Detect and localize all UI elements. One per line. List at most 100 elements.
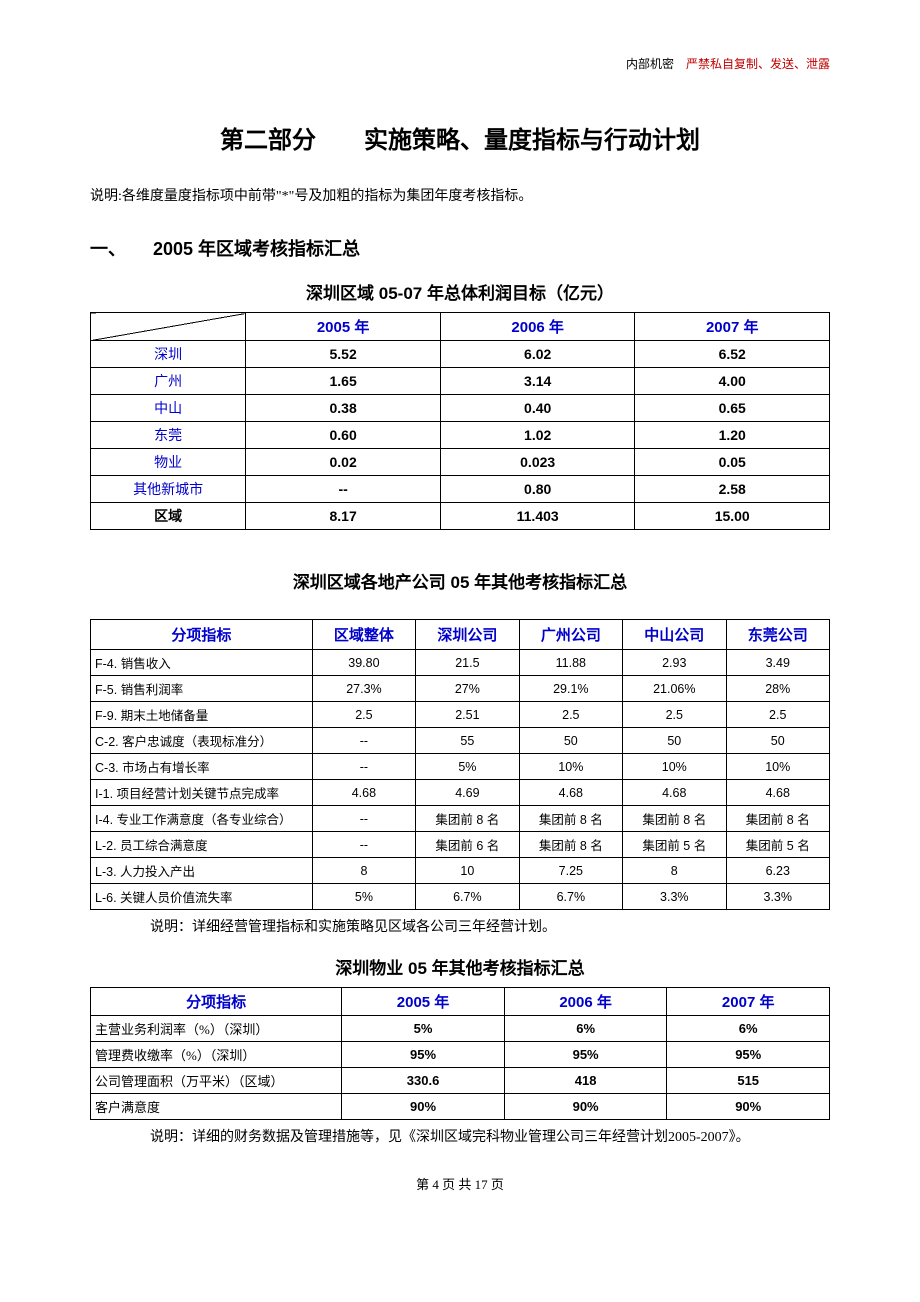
cell: 8 <box>623 858 726 884</box>
cell: 2.58 <box>635 476 830 503</box>
table-row: 管理费收缴率（%）（深圳）95%95%95% <box>91 1042 830 1068</box>
header: 2006 年 <box>504 988 667 1016</box>
table-row: I-4. 专业工作满意度（各专业综合）--集团前 8 名集团前 8 名集团前 8… <box>91 806 830 832</box>
table-row: 主营业务利润率（%）（深圳）5%6%6% <box>91 1016 830 1042</box>
cell: 0.023 <box>440 449 635 476</box>
cell: 集团前 8 名 <box>416 806 519 832</box>
cell: 0.02 <box>246 449 441 476</box>
cell: 集团前 8 名 <box>519 806 622 832</box>
cell: 0.40 <box>440 395 635 422</box>
table-row: F-9. 期末土地储备量2.52.512.52.52.5 <box>91 702 830 728</box>
row-label: 主营业务利润率（%）（深圳） <box>91 1016 342 1042</box>
cell: 21.5 <box>416 650 519 676</box>
note-label: 说明： <box>150 1128 192 1144</box>
cell: 6.23 <box>726 858 830 884</box>
cell: 10 <box>416 858 519 884</box>
table-row: 公司管理面积（万平米）（区域）330.6418515 <box>91 1068 830 1094</box>
cell: 29.1% <box>519 676 622 702</box>
table3-note: 说明：详细的财务数据及管理措施等，见《深圳区域完科物业管理公司三年经营计划200… <box>150 1126 830 1146</box>
header: 分项指标 <box>91 988 342 1016</box>
table3: 分项指标 2005 年 2006 年 2007 年 主营业务利润率（%）（深圳）… <box>90 987 830 1120</box>
cell: 1.02 <box>440 422 635 449</box>
table1-header: 2005 年 <box>246 313 441 341</box>
section-heading: 一、 2005 年区域考核指标汇总 <box>90 235 830 261</box>
cell: 5% <box>312 884 415 910</box>
table-row: C-2. 客户忠诚度（表现标准分）--55505050 <box>91 728 830 754</box>
cell: 50 <box>623 728 726 754</box>
cell: 11.403 <box>440 503 635 530</box>
cell: 1.65 <box>246 368 441 395</box>
cell: 6.52 <box>635 341 830 368</box>
row-label: L-3. 人力投入产出 <box>91 858 313 884</box>
cell: 0.60 <box>246 422 441 449</box>
cell: 10% <box>519 754 622 780</box>
row-label: L-6. 关键人员价值流失率 <box>91 884 313 910</box>
note-label: 说明： <box>150 918 192 934</box>
cell: 2.5 <box>726 702 830 728</box>
cell: 集团前 5 名 <box>726 832 830 858</box>
page-footer: 第 4 页 共 17 页 <box>90 1174 830 1193</box>
cell: 418 <box>504 1068 667 1094</box>
cell: 15.00 <box>635 503 830 530</box>
header: 2005 年 <box>342 988 505 1016</box>
cell: 90% <box>504 1094 667 1120</box>
table-row: 客户满意度90%90%90% <box>91 1094 830 1120</box>
header-confidential: 内部机密 严禁私自复制、发送、泄露 <box>626 55 830 72</box>
cell: 7.25 <box>519 858 622 884</box>
cell: 6% <box>504 1016 667 1042</box>
cell: 4.68 <box>623 780 726 806</box>
table1-header: 2006 年 <box>440 313 635 341</box>
table-row: 区域8.1711.40315.00 <box>91 503 830 530</box>
header-black: 内部机密 <box>626 57 674 71</box>
cell: 集团前 8 名 <box>623 806 726 832</box>
cell: 27% <box>416 676 519 702</box>
cell: 5.52 <box>246 341 441 368</box>
cell: 6.7% <box>519 884 622 910</box>
table3-title: 深圳物业 05 年其他考核指标汇总 <box>90 954 830 979</box>
table-row: 深圳5.526.026.52 <box>91 341 830 368</box>
header: 分项指标 <box>91 620 313 650</box>
table2-note: 说明：详细经营管理指标和实施策略见区域各公司三年经营计划。 <box>150 916 830 936</box>
cell: 28% <box>726 676 830 702</box>
table1-header-diag <box>91 313 246 341</box>
header: 区域整体 <box>312 620 415 650</box>
cell: 39.80 <box>312 650 415 676</box>
table2: 分项指标 区域整体 深圳公司 广州公司 中山公司 东莞公司 F-4. 销售收入3… <box>90 619 830 910</box>
cell: 27.3% <box>312 676 415 702</box>
row-label: 管理费收缴率（%）（深圳） <box>91 1042 342 1068</box>
header: 东莞公司 <box>726 620 830 650</box>
cell: -- <box>312 754 415 780</box>
table-row: F-4. 销售收入39.8021.511.882.933.49 <box>91 650 830 676</box>
cell: 0.05 <box>635 449 830 476</box>
table1: 2005 年 2006 年 2007 年 深圳5.526.026.52 广州1.… <box>90 312 830 530</box>
header: 2007 年 <box>667 988 830 1016</box>
table-row: 物业0.020.0230.05 <box>91 449 830 476</box>
cell: 330.6 <box>342 1068 505 1094</box>
table3-header-row: 分项指标 2005 年 2006 年 2007 年 <box>91 988 830 1016</box>
row-label: 东莞 <box>91 422 246 449</box>
cell: 95% <box>504 1042 667 1068</box>
row-label: I-1. 项目经营计划关键节点完成率 <box>91 780 313 806</box>
cell: 集团前 8 名 <box>519 832 622 858</box>
cell: 4.68 <box>726 780 830 806</box>
row-label: F-9. 期末土地储备量 <box>91 702 313 728</box>
cell: 95% <box>667 1042 830 1068</box>
table-row: L-2. 员工综合满意度--集团前 6 名集团前 8 名集团前 5 名集团前 5… <box>91 832 830 858</box>
cell: 4.69 <box>416 780 519 806</box>
note-text: 详细的财务数据及管理措施等，见《深圳区域完科物业管理公司三年经营计划2005-2… <box>192 1130 750 1145</box>
cell: 集团前 8 名 <box>726 806 830 832</box>
cell: 0.80 <box>440 476 635 503</box>
cell: 95% <box>342 1042 505 1068</box>
cell: 6% <box>667 1016 830 1042</box>
cell: 10% <box>726 754 830 780</box>
cell: 3.3% <box>726 884 830 910</box>
cell: 6.02 <box>440 341 635 368</box>
note-text: 详细经营管理指标和实施策略见区域各公司三年经营计划。 <box>192 920 556 935</box>
cell: 集团前 6 名 <box>416 832 519 858</box>
table-row: C-3. 市场占有增长率--5%10%10%10% <box>91 754 830 780</box>
cell: 8 <box>312 858 415 884</box>
row-label: F-5. 销售利润率 <box>91 676 313 702</box>
cell: 4.68 <box>312 780 415 806</box>
cell: 50 <box>519 728 622 754</box>
row-label: 区域 <box>91 503 246 530</box>
